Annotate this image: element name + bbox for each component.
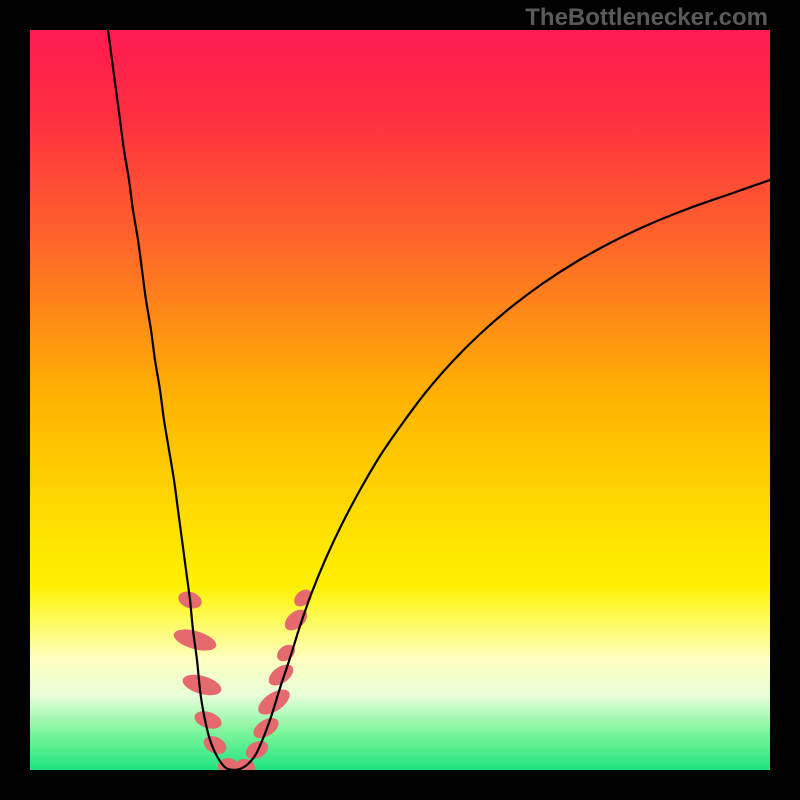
watermark-text: TheBottlenecker.com — [525, 4, 768, 32]
plot-area — [30, 30, 770, 770]
chart-root: { "canvas": { "width": 800, "height": 80… — [0, 0, 800, 800]
plot-svg — [30, 30, 770, 770]
gradient-background — [30, 30, 770, 770]
